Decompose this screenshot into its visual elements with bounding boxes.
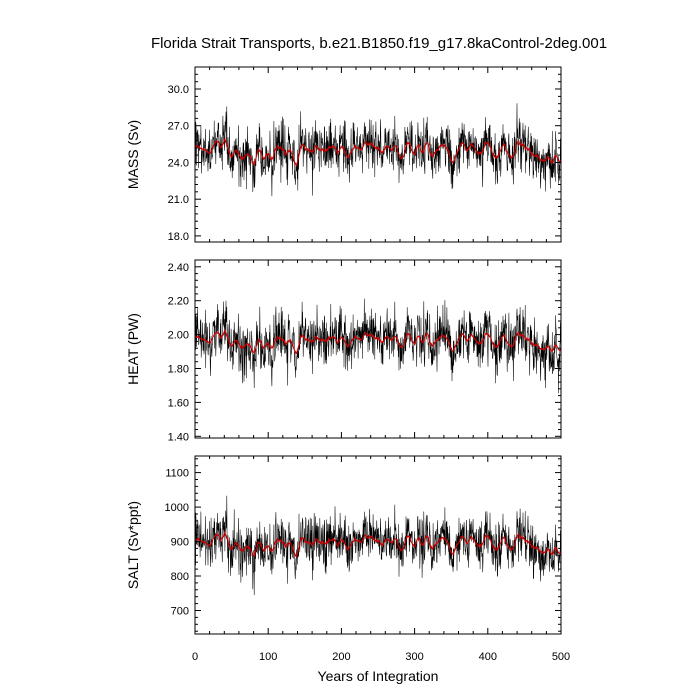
y-tick-label: 700	[171, 606, 189, 618]
series-smoothed-mass	[195, 136, 561, 167]
x-tick-label: 400	[479, 651, 497, 663]
panel-heat: 1.40 1.60 1.80 2.00 2.20 2.40 HEAT (PW)	[125, 259, 562, 443]
x-tick-label: 300	[405, 651, 423, 663]
y-tick-label: 1.60	[168, 397, 189, 409]
y-tick-label: 1.80	[168, 364, 189, 376]
y-tick-label: 2.00	[168, 330, 189, 342]
plot-frame-mass	[194, 66, 562, 243]
y-tick-label: 800	[171, 571, 189, 583]
y-tick-label: 900	[171, 537, 189, 549]
series-raw-salt	[195, 495, 561, 596]
panel-salt: 700 800 900 1000 1100 0 100 200 300 400 500 SALT (S…	[125, 455, 570, 663]
x-tick-label: 0	[192, 651, 198, 663]
y-tick-label: 18.0	[168, 231, 189, 243]
x-tick-label: 100	[259, 651, 277, 663]
y-tick-label: 2.20	[168, 296, 189, 308]
y-tick-label: 1000	[165, 502, 189, 514]
y-tick-label: 21.0	[168, 194, 189, 206]
x-tick-label: 200	[332, 651, 350, 663]
panels: 18.0 21.0 24.0 27.0 30.0 MASS (Sv) 1.40 1.60 1.8…	[125, 66, 570, 663]
y-tick-label: 1.40	[168, 431, 189, 443]
panel-mass: 18.0 21.0 24.0 27.0 30.0 MASS (Sv)	[125, 66, 562, 243]
y-axis-label-mass: MASS (Sv)	[125, 120, 141, 189]
y-tick-label: 24.0	[168, 158, 189, 170]
y-axis-label-salt: SALT (Sv*ppt)	[125, 501, 141, 589]
chart-title: Florida Strait Transports, b.e21.B1850.f…	[151, 35, 607, 52]
y-tick-label: 1100	[165, 468, 189, 480]
series-smoothed-salt	[195, 530, 561, 558]
y-axis-label-heat: HEAT (PW)	[125, 313, 141, 385]
series-raw-heat	[195, 298, 561, 394]
y-tick-label: 2.40	[168, 262, 189, 274]
plot-frame-salt	[194, 455, 562, 635]
x-axis-label: Years of Integration	[318, 668, 439, 684]
series-smoothed-heat	[195, 328, 561, 355]
plot-frame-heat	[194, 259, 562, 439]
y-tick-label: 30.0	[168, 84, 189, 96]
y-tick-label: 27.0	[168, 121, 189, 133]
x-tick-label: 500	[552, 651, 570, 663]
